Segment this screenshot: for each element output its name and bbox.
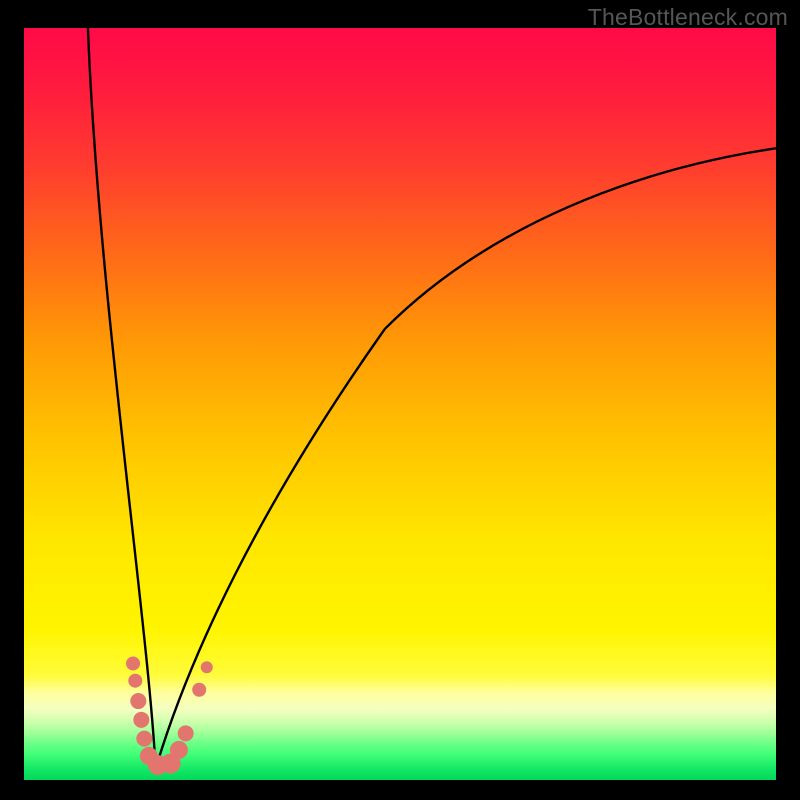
- data-marker: [126, 656, 140, 670]
- data-marker: [170, 741, 188, 759]
- data-marker: [128, 674, 142, 688]
- plot-area: [24, 28, 776, 780]
- data-marker: [133, 712, 149, 728]
- chart-frame: TheBottleneck.com: [0, 0, 800, 800]
- chart-svg: [24, 28, 776, 780]
- data-marker: [130, 693, 146, 709]
- data-marker: [201, 661, 213, 673]
- data-marker: [192, 683, 206, 697]
- data-marker: [178, 725, 194, 741]
- watermark-text: TheBottleneck.com: [588, 4, 788, 31]
- data-marker: [136, 731, 152, 747]
